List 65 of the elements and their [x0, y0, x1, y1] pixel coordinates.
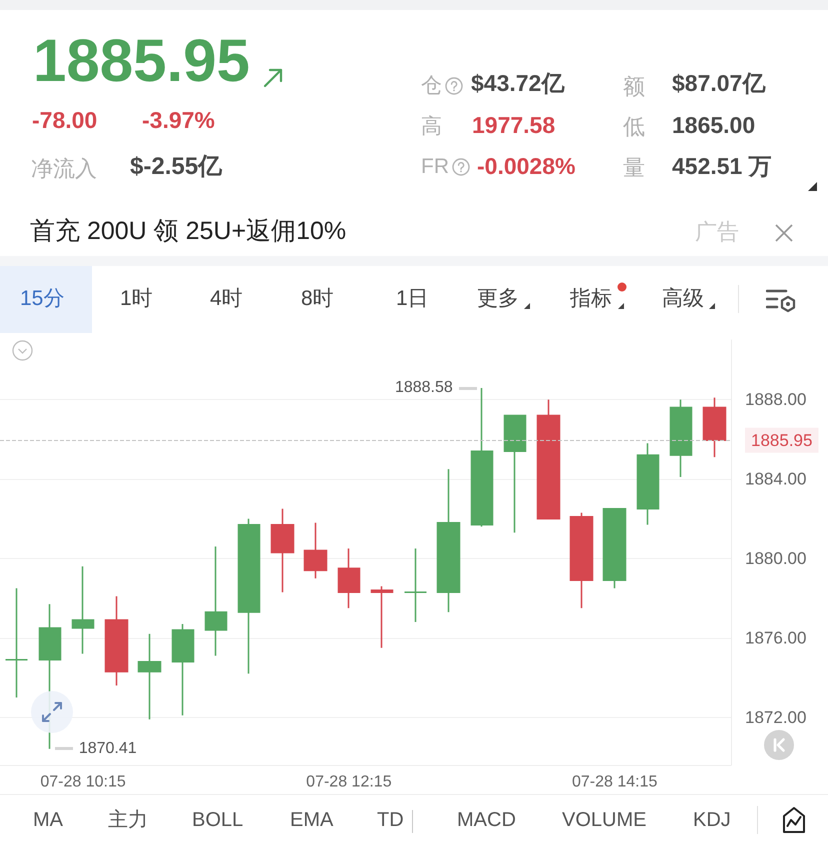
text: $-2.55亿	[130, 153, 222, 180]
y-tick-label: 1872.00	[745, 708, 806, 727]
candlestick	[72, 566, 94, 655]
candlestick	[636, 442, 660, 526]
text: 额	[623, 74, 645, 99]
x-tick-label: 07-28 12:15	[306, 774, 392, 790]
text: 1时	[120, 287, 153, 310]
candlestick	[370, 586, 394, 649]
annotation: 1870.41	[78, 740, 137, 757]
text: 8时	[301, 287, 334, 310]
text: 低	[623, 114, 645, 139]
text: 主力	[108, 809, 148, 831]
text: KDJ	[693, 809, 731, 831]
text: $87.07亿	[672, 70, 766, 96]
text: 量	[623, 155, 645, 180]
y-tick-label: 1880.00	[745, 548, 806, 568]
text: 1日	[396, 287, 429, 310]
text: 仓	[421, 74, 442, 97]
candlestick	[304, 522, 328, 580]
text: MA	[33, 809, 63, 831]
text: VOLUME	[562, 809, 646, 831]
text: 1977.58	[472, 112, 556, 138]
candlestick	[504, 414, 526, 534]
candlestick	[204, 546, 228, 657]
text: TD	[377, 809, 404, 831]
candlestick	[4, 588, 28, 698]
candlestick	[602, 508, 626, 589]
text: $43.72亿	[471, 70, 564, 96]
x-tick-label: 07-28 14:15	[572, 774, 658, 790]
candlestick	[338, 548, 360, 609]
candlestick	[436, 468, 460, 613]
candlestick	[104, 595, 128, 686]
text: 15分	[20, 287, 64, 310]
candlestick	[270, 508, 294, 593]
text: 高级	[662, 287, 704, 310]
text: -0.0028%	[477, 153, 576, 179]
text: 452.51 万	[672, 153, 772, 179]
text: EMA	[290, 809, 334, 831]
candlestick	[702, 396, 726, 458]
text: 首充 200U 领 25U+返佣10%	[30, 217, 346, 245]
text: BOLL	[192, 809, 244, 831]
text: 净流入	[31, 156, 97, 181]
candlestick	[138, 633, 162, 720]
text: 4时	[210, 287, 243, 310]
text: 指标	[570, 287, 612, 310]
text: 高	[421, 115, 442, 138]
y-tick-label: 1876.00	[745, 628, 806, 648]
text: -78.00	[32, 107, 98, 133]
candlestick	[238, 518, 260, 674]
candlestick	[570, 512, 594, 609]
y-tick-label: 1888.00	[745, 390, 806, 410]
annotation: 1888.58	[394, 379, 453, 396]
text: 更多	[477, 287, 519, 310]
candlestick	[536, 398, 560, 520]
candlestick	[404, 548, 428, 623]
candlestick	[670, 398, 692, 478]
chart-title: 1885.95	[33, 27, 250, 94]
x-tick-label: 07-28 10:15	[40, 774, 126, 790]
text: -3.97%	[142, 107, 215, 133]
text: 1865.00	[672, 112, 756, 138]
text: FR	[421, 155, 449, 178]
text: MACD	[457, 809, 516, 831]
y-tick-label: 1884.00	[745, 470, 806, 489]
ref-line-label: 1885.95	[751, 430, 812, 450]
candlestick	[172, 623, 194, 716]
